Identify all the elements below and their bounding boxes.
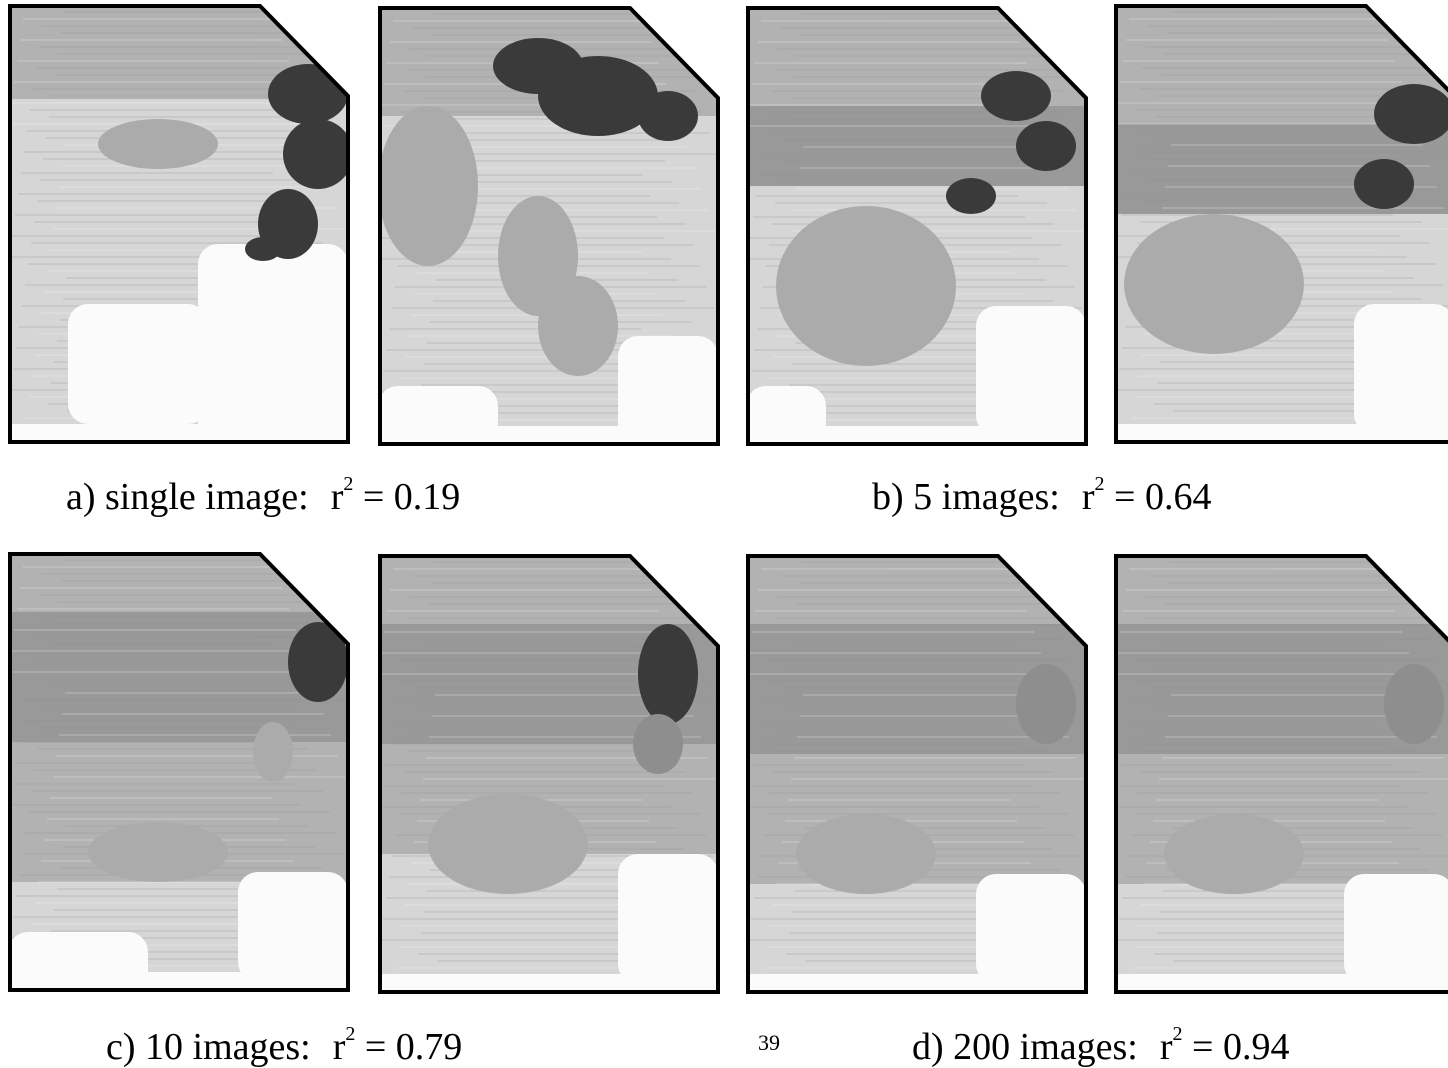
map-panel-a-right-image bbox=[378, 6, 720, 446]
caption-a: a) single image: r2 = 0.19 bbox=[66, 473, 461, 518]
caption-d: d) 200 images: r2 = 0.94 bbox=[912, 1023, 1290, 1068]
map-panel-c-left bbox=[8, 552, 350, 992]
caption-c: c) 10 images: r2 = 0.79 bbox=[106, 1023, 463, 1068]
map-panel-d-left bbox=[746, 554, 1088, 994]
map-panel-a-left-image bbox=[8, 4, 350, 444]
map-panel-b-left-image bbox=[746, 6, 1088, 446]
map-panel-b-left bbox=[746, 6, 1088, 446]
caption-b: b) 5 images: r2 = 0.64 bbox=[872, 473, 1212, 518]
page-number: 39 bbox=[758, 1030, 780, 1055]
map-panel-c-right-image bbox=[378, 554, 720, 994]
map-panel-d-right-image bbox=[1114, 554, 1448, 994]
map-panel-d-left-image bbox=[746, 554, 1088, 994]
map-panel-b-right bbox=[1114, 4, 1448, 444]
map-panel-a-left bbox=[8, 4, 350, 444]
map-panel-c-right bbox=[378, 554, 720, 994]
map-panel-a-right bbox=[378, 6, 720, 446]
map-panel-c-left-image bbox=[8, 552, 350, 992]
map-panel-d-right bbox=[1114, 554, 1448, 994]
map-panel-b-right-image bbox=[1114, 4, 1448, 444]
